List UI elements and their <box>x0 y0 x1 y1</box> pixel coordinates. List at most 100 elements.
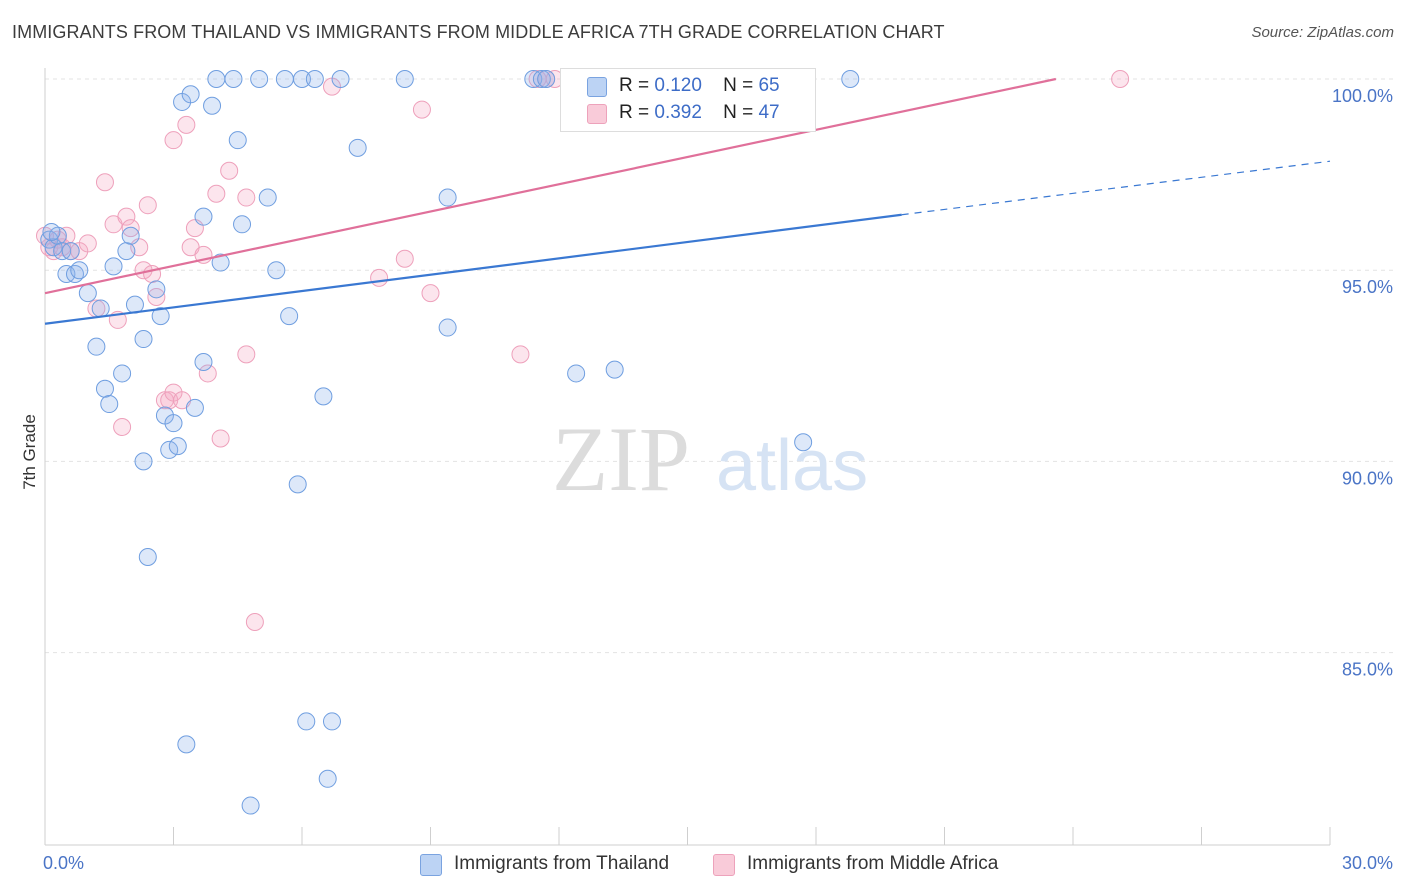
y-tick-label-100: 100.0% <box>1332 86 1393 106</box>
correlation-legend: R = 0.120 N = 65 R = 0.392 N = 47 <box>560 68 816 132</box>
point-middle-africa <box>1111 70 1130 88</box>
trend-line-thailand <box>44 213 902 325</box>
point-thailand <box>194 207 213 226</box>
point-thailand <box>104 257 123 276</box>
point-middle-africa <box>421 284 440 303</box>
point-middle-africa <box>95 173 114 192</box>
bottom-legend-swatch-thailand <box>420 854 442 876</box>
point-thailand <box>207 70 226 88</box>
point-thailand <box>113 364 132 383</box>
point-thailand <box>185 398 204 417</box>
point-thailand <box>305 70 324 88</box>
y-tick-labels: 85.0% 90.0% 95.0% 100.0% <box>1332 86 1393 680</box>
point-thailand <box>228 131 247 150</box>
legend-n-label: N = <box>723 75 754 96</box>
y-axis-label: 7th Grade <box>20 414 39 490</box>
point-thailand <box>160 440 179 459</box>
x-tick-label-max: 30.0% <box>1342 853 1393 873</box>
point-thailand <box>280 307 299 326</box>
point-middle-africa <box>220 161 239 180</box>
point-thailand <box>841 70 860 88</box>
point-middle-africa <box>207 184 226 203</box>
bottom-legend-swatch-middle-africa <box>713 854 735 876</box>
point-middle-africa <box>237 188 256 207</box>
y-tick-label-90: 90.0% <box>1342 468 1393 488</box>
legend-r-label: R = <box>619 102 650 123</box>
legend-n-label: N = <box>723 102 754 123</box>
point-thailand <box>267 261 286 280</box>
point-middle-africa <box>211 429 230 448</box>
watermark-atlas: atlas <box>716 426 868 506</box>
point-thailand <box>275 70 294 88</box>
point-thailand <box>61 242 80 261</box>
watermark: ZIP atlas <box>552 408 868 510</box>
point-thailand <box>297 712 316 731</box>
point-thailand <box>331 70 350 88</box>
point-thailand <box>794 433 813 452</box>
point-thailand <box>605 360 624 379</box>
point-thailand <box>203 96 222 115</box>
bottom-legend-label-thailand: Immigrants from Thailand <box>454 853 670 874</box>
point-thailand <box>117 242 136 261</box>
point-thailand <box>194 352 213 371</box>
point-thailand <box>121 226 140 245</box>
series-thailand <box>40 70 860 815</box>
point-middle-africa <box>395 249 414 268</box>
point-thailand <box>164 414 183 433</box>
point-middle-africa <box>511 345 530 364</box>
point-thailand <box>250 70 269 88</box>
point-thailand <box>314 387 333 406</box>
point-thailand <box>438 318 457 337</box>
point-middle-africa <box>412 100 431 119</box>
x-tick-label-min: 0.0% <box>43 853 84 873</box>
point-thailand <box>134 330 153 349</box>
point-middle-africa <box>198 364 217 383</box>
point-thailand <box>293 70 311 88</box>
point-thailand <box>177 735 196 754</box>
point-middle-africa <box>177 115 196 134</box>
trend-line-thailand-extension <box>901 160 1331 216</box>
point-thailand <box>224 70 243 88</box>
point-thailand <box>138 548 157 566</box>
axes <box>44 68 1331 846</box>
point-thailand <box>44 238 63 257</box>
legend-n-value-thailand: 65 <box>758 75 780 96</box>
point-thailand <box>322 712 341 731</box>
legend-swatch-thailand <box>587 77 607 97</box>
point-middle-africa <box>121 219 140 238</box>
source-label: Source: ZipAtlas.com <box>1251 24 1394 41</box>
legend-swatch-middle-africa <box>587 104 607 124</box>
y-tick-label-95: 95.0% <box>1342 277 1393 297</box>
point-middle-africa <box>237 345 256 364</box>
point-thailand <box>70 261 89 280</box>
point-thailand <box>318 769 337 788</box>
trend-lines <box>44 77 1331 325</box>
gridlines <box>45 78 1395 654</box>
point-thailand <box>147 280 166 299</box>
legend-r-label: R = <box>619 75 650 96</box>
point-thailand <box>532 70 551 88</box>
point-middle-africa <box>245 613 264 632</box>
point-thailand <box>567 364 586 383</box>
point-thailand <box>87 337 106 356</box>
point-thailand <box>241 796 260 815</box>
point-middle-africa <box>147 287 166 306</box>
point-thailand <box>151 307 170 326</box>
point-thailand <box>181 85 200 104</box>
point-thailand <box>168 437 187 456</box>
point-middle-africa <box>138 196 157 215</box>
point-thailand <box>395 70 414 88</box>
point-thailand <box>537 70 556 88</box>
legend-n-value-middle-africa: 47 <box>758 102 780 123</box>
legend-r-value-middle-africa: 0.392 <box>654 102 702 123</box>
point-thailand <box>134 452 153 471</box>
bottom-legend-label-middle-africa: Immigrants from Middle Africa <box>747 853 999 874</box>
chart-title: IMMIGRANTS FROM THAILAND VS IMMIGRANTS F… <box>12 22 945 42</box>
y-tick-label-85: 85.0% <box>1342 660 1393 680</box>
point-thailand <box>211 253 230 272</box>
point-thailand <box>91 299 110 318</box>
point-thailand <box>78 284 97 303</box>
point-middle-africa <box>117 207 136 226</box>
point-thailand <box>258 188 277 207</box>
